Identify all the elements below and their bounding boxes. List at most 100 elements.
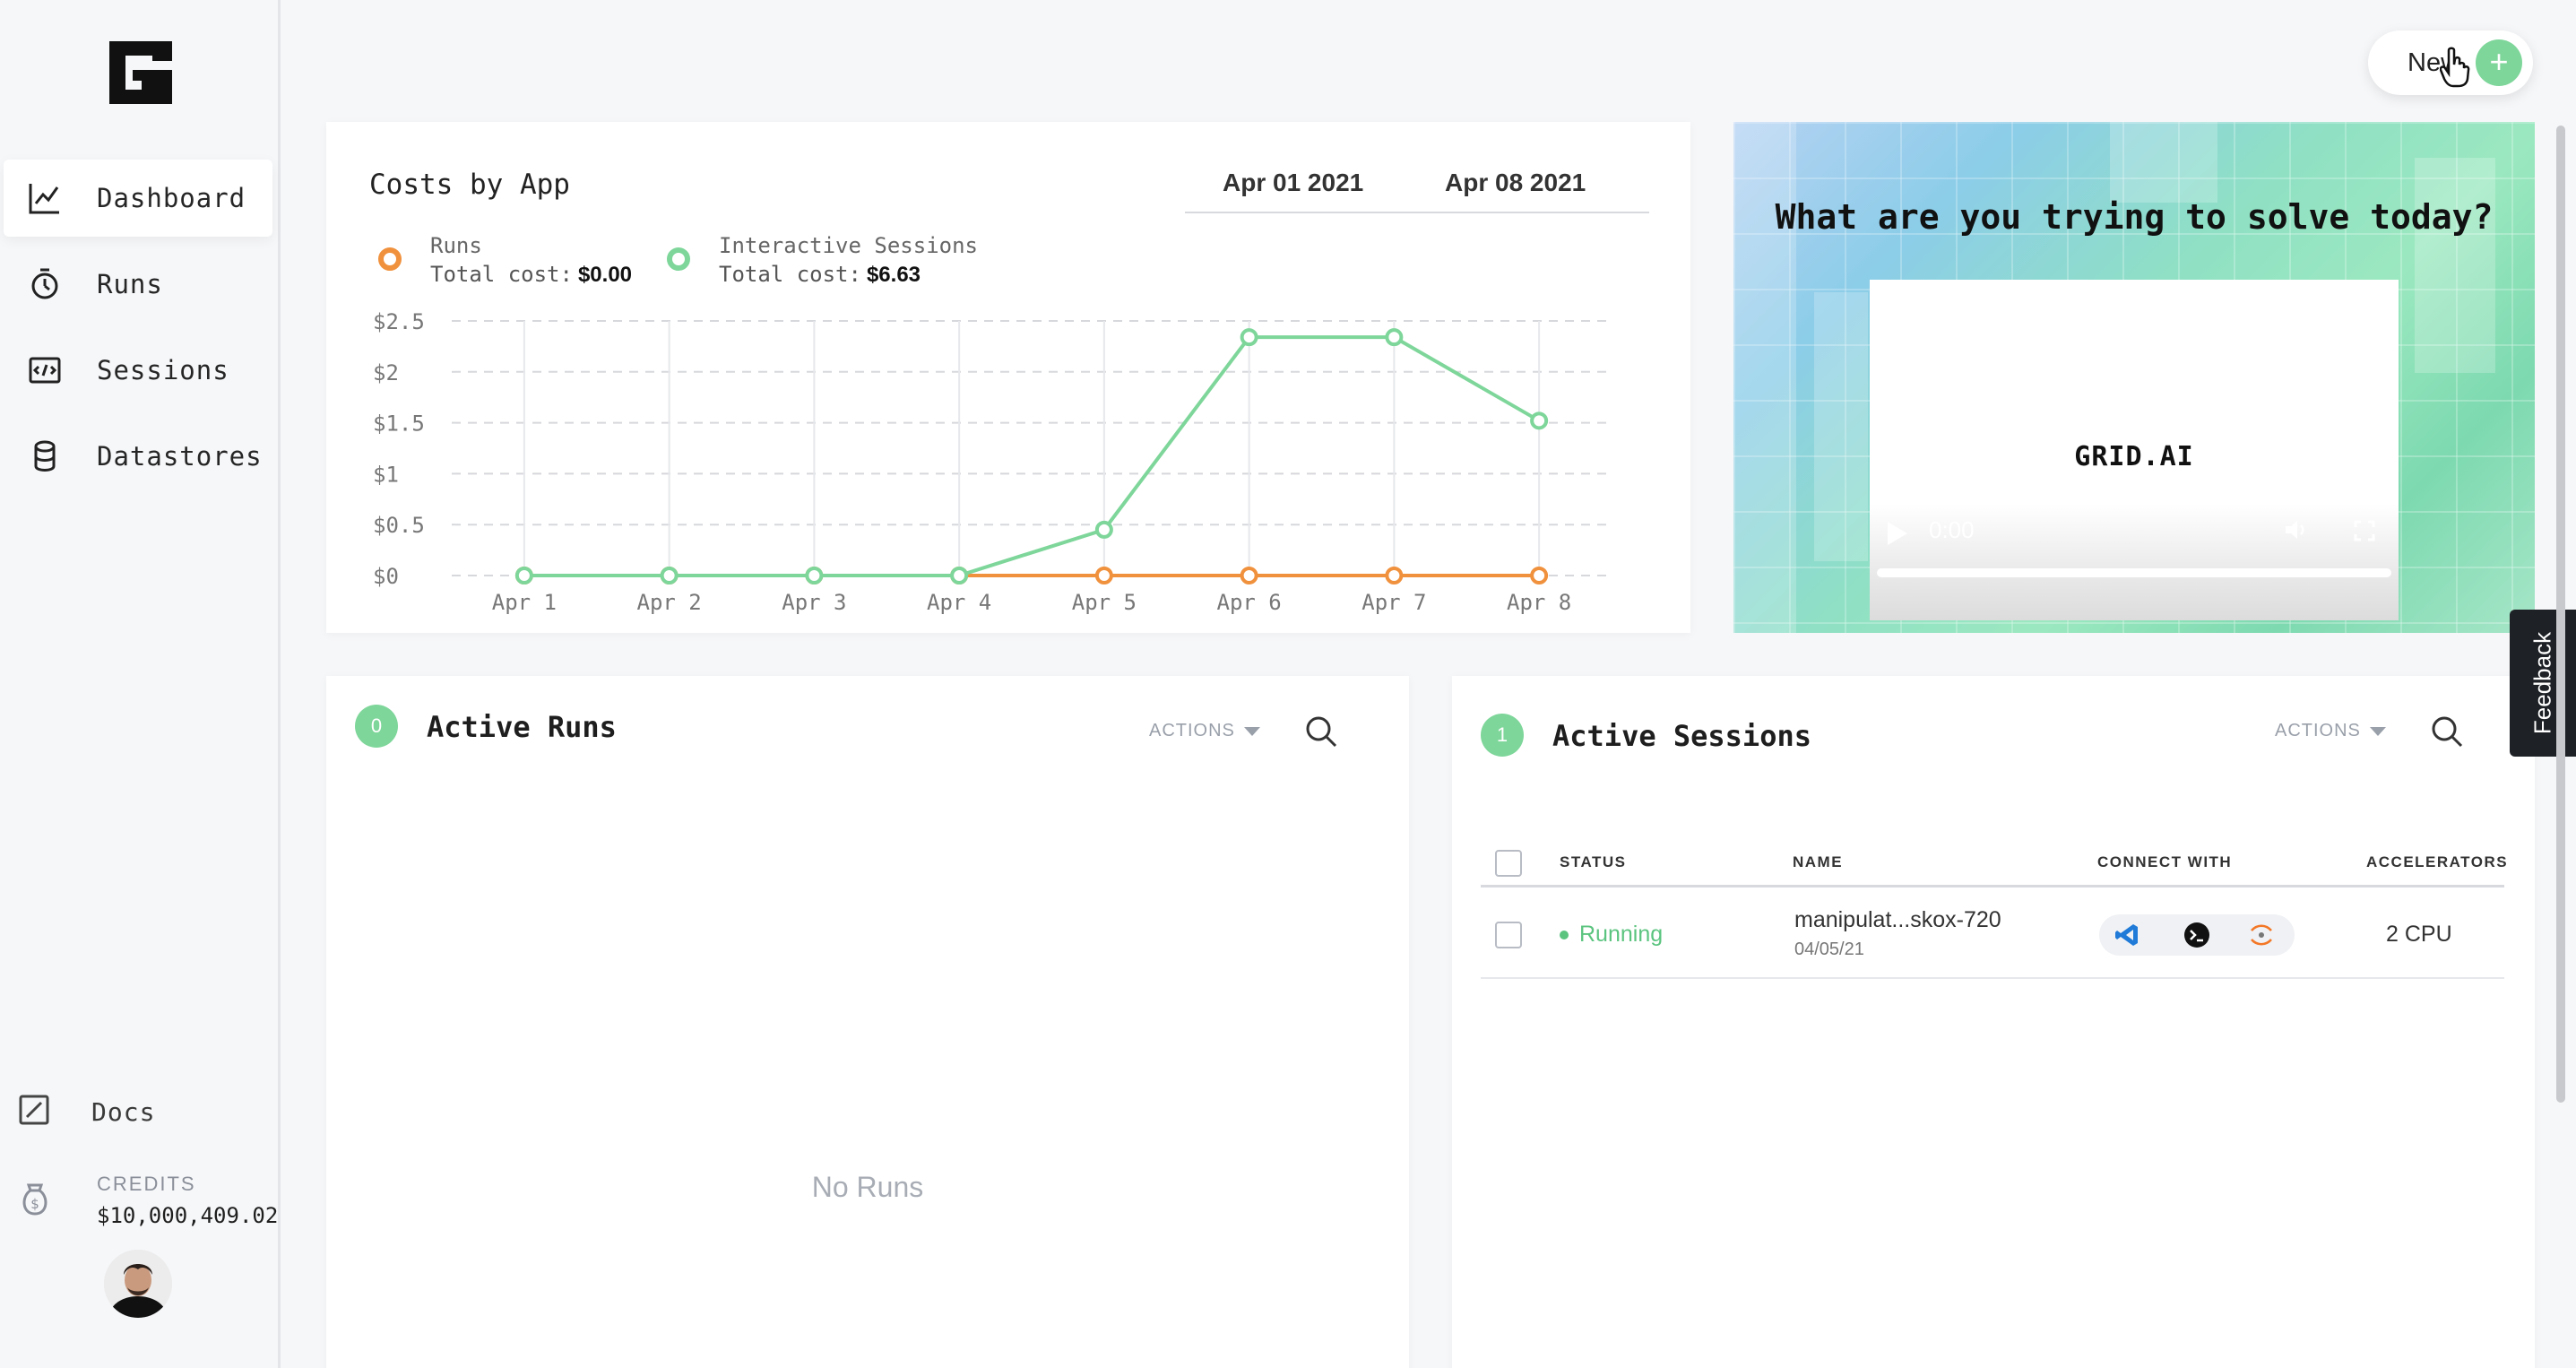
hand-cursor-icon xyxy=(2440,47,2470,88)
data-point xyxy=(1385,567,1404,584)
sidebar-item-sessions[interactable]: Sessions xyxy=(4,332,272,409)
date-to[interactable]: Apr 08 2021 xyxy=(1445,169,1586,196)
sessions-count-badge: 1 xyxy=(1481,714,1524,757)
cost-line-chart: $0 $0.5 $1 $1.5 $2 $2.5 Apr 1 Apr 2 Apr 3 Apr 4 Ap… xyxy=(373,309,1612,615)
sidebar-item-label: Dashboard xyxy=(97,183,246,213)
vscode-icon[interactable] xyxy=(2114,922,2140,948)
costs-title: Costs by App xyxy=(369,169,570,201)
legend-dot-runs xyxy=(378,247,402,271)
docs-link[interactable]: Docs xyxy=(18,1094,155,1130)
chart-line-icon xyxy=(25,178,65,218)
status-dot xyxy=(1560,930,1569,939)
table-row[interactable]: Running manipulat...skox-720 04/05/21 2 … xyxy=(1481,891,2504,979)
search-icon[interactable] xyxy=(1303,714,1339,749)
sessions-table-header: STATUS NAME CONNECT WITH ACCELERATORS xyxy=(1481,828,2507,887)
y-tick-label: $1.5 xyxy=(373,411,425,437)
volume-icon[interactable] xyxy=(2284,518,2309,541)
x-tick-label: Apr 1 xyxy=(492,590,557,615)
active-runs-card: 0 Active Runs ACTIONS No Runs xyxy=(326,676,1409,1368)
status-text: Running xyxy=(1579,922,1664,947)
active-sessions-title: Active Sessions xyxy=(1552,719,1811,753)
legend-dot-sessions xyxy=(667,247,690,271)
caret-down-icon xyxy=(1243,726,1260,736)
data-point xyxy=(514,567,533,584)
sidebar-item-dashboard[interactable]: Dashboard xyxy=(4,160,272,237)
promo-shape xyxy=(2110,122,2217,203)
legend-name: Runs xyxy=(430,233,482,258)
date-from[interactable]: Apr 01 2021 xyxy=(1223,169,1364,196)
status-badge: Running xyxy=(1560,922,1663,948)
legend-name: Interactive Sessions xyxy=(719,233,978,258)
session-name[interactable]: manipulat...skox-720 xyxy=(1794,907,2001,932)
data-point xyxy=(1530,567,1549,584)
feedback-tab[interactable]: Feedback xyxy=(2510,610,2576,757)
credits-value: $10,000,409.02 xyxy=(97,1203,279,1228)
plus-icon: + xyxy=(2476,39,2522,86)
total-cost-value: $6.63 xyxy=(866,263,921,287)
y-tick-label: $0 xyxy=(373,564,399,589)
total-cost-value: $0.00 xyxy=(577,263,633,287)
grid-logo[interactable] xyxy=(106,38,176,108)
video-progress-bar[interactable] xyxy=(1877,568,2391,577)
credits-label: CREDITS xyxy=(97,1173,196,1195)
data-point xyxy=(1240,328,1258,347)
sidebar-item-runs[interactable]: Runs xyxy=(4,246,272,323)
data-point xyxy=(1240,567,1258,584)
data-point xyxy=(1385,328,1404,347)
actions-label: ACTIONS xyxy=(1149,721,1235,740)
y-tick-label: $1 xyxy=(373,462,399,487)
money-icon: $ xyxy=(18,1182,52,1222)
runs-count-badge: 0 xyxy=(355,705,398,748)
play-icon[interactable] xyxy=(1888,522,1907,545)
x-tick-label: Apr 7 xyxy=(1361,590,1426,615)
search-icon[interactable] xyxy=(2429,714,2465,749)
promo-video-card: What are you trying to solve today? GRID… xyxy=(1733,122,2535,633)
promo-shape xyxy=(2415,158,2495,373)
database-icon xyxy=(25,437,65,476)
sidebar-item-label: Datastores xyxy=(97,441,263,472)
x-tick-label: Apr 3 xyxy=(782,590,846,615)
sidebar-item-label: Runs xyxy=(97,269,163,299)
feedback-label: Feedback xyxy=(2528,631,2556,735)
promo-shape xyxy=(1814,292,1868,561)
row-checkbox[interactable] xyxy=(1495,922,1522,948)
jupyter-icon[interactable] xyxy=(2248,922,2275,948)
video-time: 0:00 xyxy=(1929,516,1975,543)
docs-icon xyxy=(18,1094,50,1130)
y-tick-label: $0.5 xyxy=(373,513,425,538)
data-point xyxy=(1094,520,1113,539)
sessions-actions-dropdown[interactable]: ACTIONS xyxy=(2275,721,2386,741)
column-status[interactable]: STATUS xyxy=(1560,853,1627,870)
sidebar-item-datastores[interactable]: Datastores xyxy=(4,418,272,495)
video-player[interactable]: GRID.AI 0:00 xyxy=(1870,280,2399,620)
data-point xyxy=(1530,411,1549,430)
sidebar-item-label: Sessions xyxy=(97,355,229,385)
column-name[interactable]: NAME xyxy=(1793,853,1844,870)
active-runs-title: Active Runs xyxy=(427,710,617,744)
x-tick-label: Apr 5 xyxy=(1072,590,1137,615)
fullscreen-icon[interactable] xyxy=(2354,520,2375,541)
data-point xyxy=(660,567,679,584)
terminal-icon[interactable] xyxy=(2183,922,2210,948)
caret-down-icon xyxy=(2369,726,2386,736)
y-tick-label: $2.5 xyxy=(373,309,425,334)
data-point xyxy=(1094,567,1113,584)
avatar[interactable] xyxy=(104,1250,172,1318)
video-controls xyxy=(1870,504,2399,620)
x-tick-label: Apr 6 xyxy=(1217,590,1282,615)
x-tick-label: Apr 2 xyxy=(637,590,702,615)
runs-actions-dropdown[interactable]: ACTIONS xyxy=(1149,721,1260,741)
docs-label: Docs xyxy=(91,1097,156,1127)
data-point xyxy=(950,567,969,584)
total-cost-label: Total cost: xyxy=(719,262,861,287)
active-sessions-card: 1 Active Sessions ACTIONS STATUS NAME CO… xyxy=(1452,676,2535,1368)
costs-by-app-card: Costs by App Apr 01 2021 Apr 08 2021 Run… xyxy=(326,122,1690,633)
x-tick-label: Apr 8 xyxy=(1507,590,1571,615)
stopwatch-icon xyxy=(25,264,65,304)
scrollbar[interactable] xyxy=(2556,126,2565,1103)
date-range-picker[interactable]: Apr 01 2021 Apr 08 2021 xyxy=(1185,165,1649,213)
connect-with-group xyxy=(2099,914,2295,956)
data-point xyxy=(805,567,824,584)
select-all-checkbox[interactable] xyxy=(1495,850,1522,877)
column-accelerators[interactable]: ACCELERATORS xyxy=(2366,853,2509,870)
